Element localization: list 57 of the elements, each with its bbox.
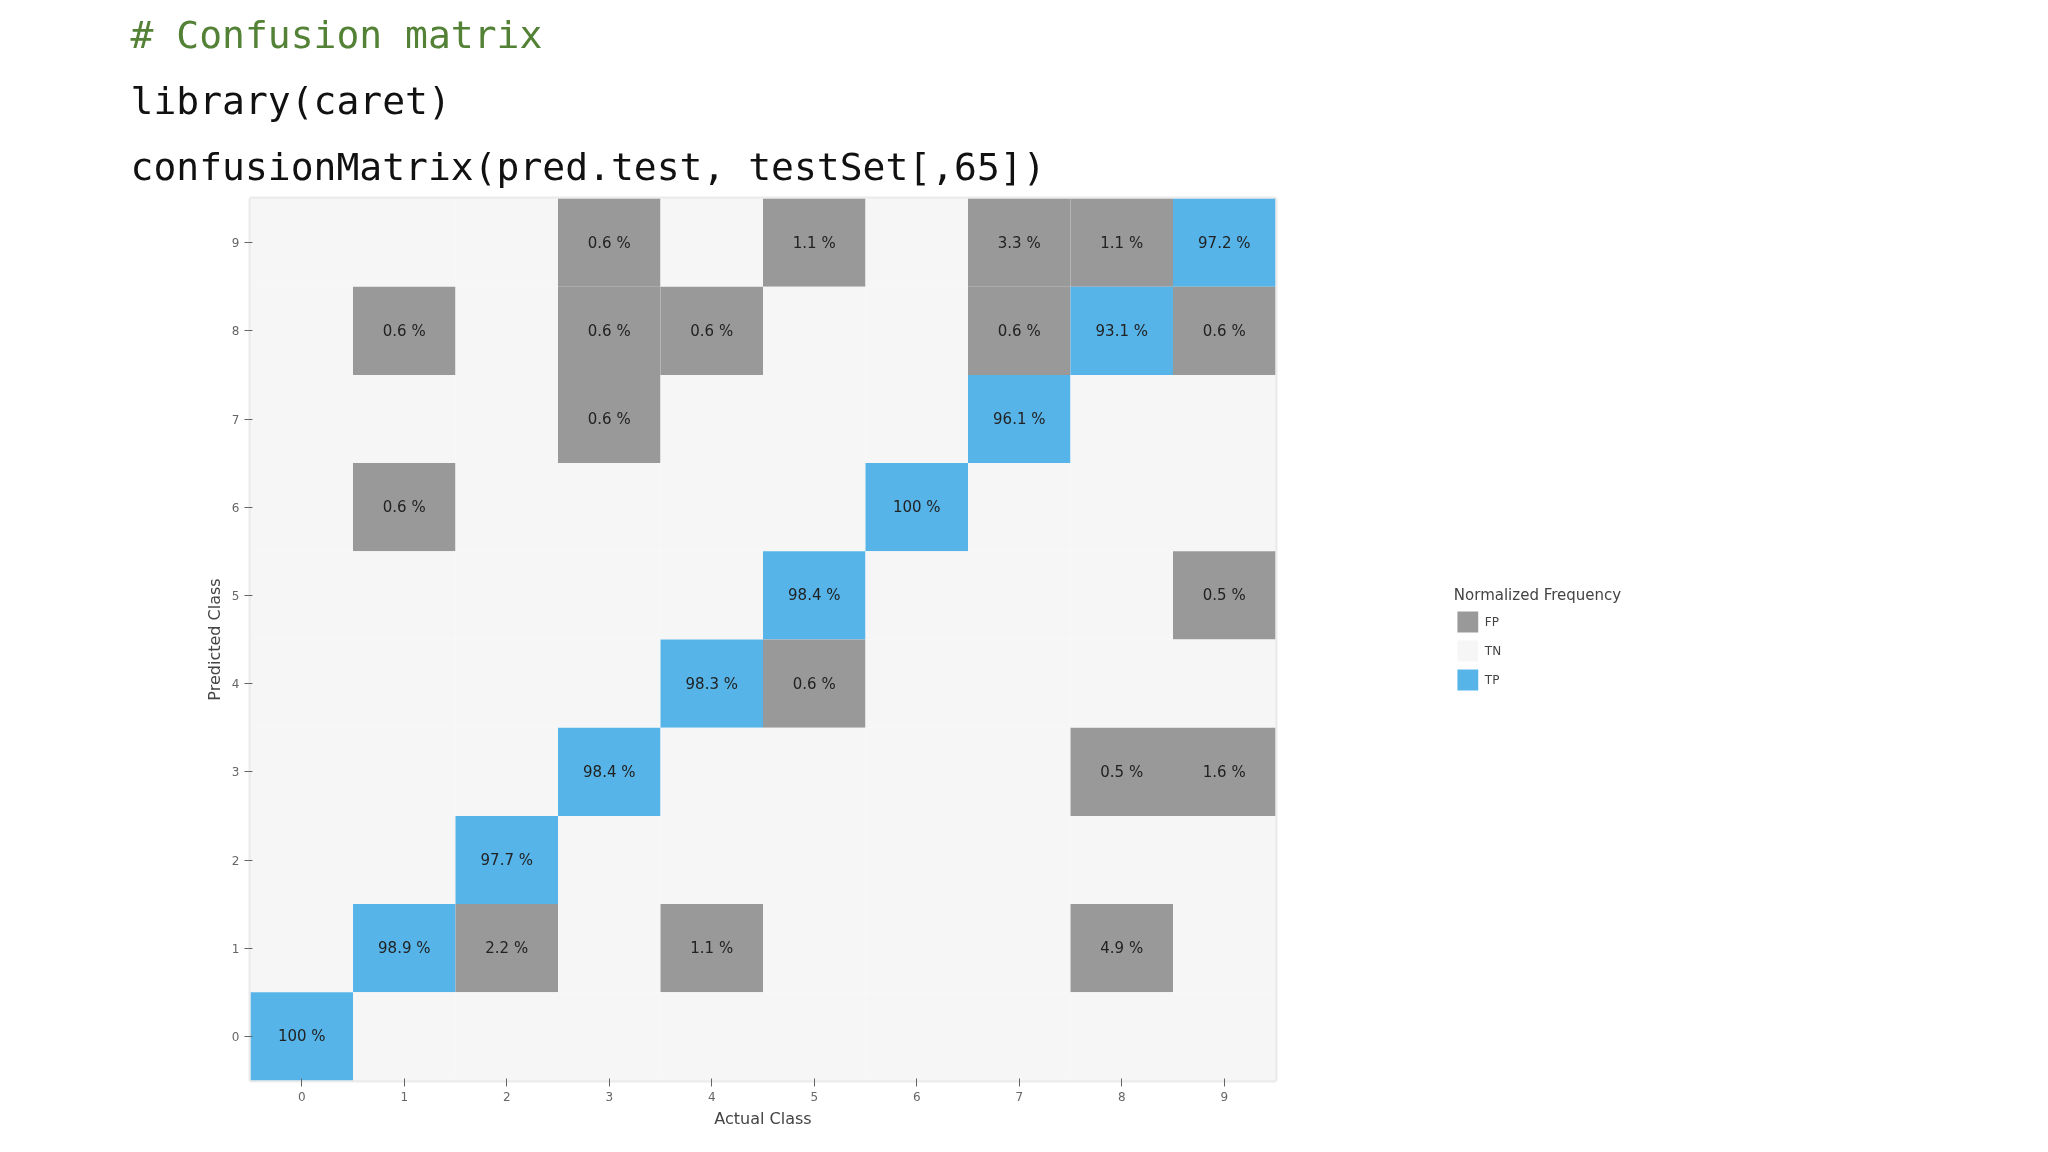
data-label: 96.1 % <box>993 410 1046 428</box>
data-label: 0.6 % <box>1202 321 1246 340</box>
data-label: 3.3 % <box>997 233 1041 252</box>
y-tick-label: 6 <box>231 500 240 515</box>
data-label: 1.1 % <box>1100 233 1144 252</box>
y-tick-label: 7 <box>231 412 240 427</box>
data-label: 0.6 % <box>587 233 631 252</box>
data-label: 100 % <box>892 498 941 517</box>
data-label: 1.1 % <box>690 939 734 958</box>
data-label: 0.6 % <box>792 674 836 693</box>
data-label: 0.6 % <box>382 321 426 340</box>
data-label: 0.5 % <box>1100 762 1144 781</box>
data-label: 0.6 % <box>587 410 631 428</box>
data-label: 1.6 % <box>1202 762 1246 781</box>
x-tick-label: 2 <box>502 1089 511 1104</box>
y-tick-label: 9 <box>231 236 240 251</box>
data-label: 98.9 % <box>378 939 431 958</box>
y-tick-label: 8 <box>231 324 240 339</box>
data-label: 0.6 % <box>382 498 426 517</box>
y-tick-label: 2 <box>231 853 240 868</box>
data-label: 4.9 % <box>1100 939 1144 958</box>
x-tick-label: 1 <box>400 1089 409 1104</box>
x-tick-label: 9 <box>1220 1089 1229 1104</box>
legend-label: TP <box>1484 672 1501 687</box>
data-label: 98.4 % <box>583 762 636 781</box>
x-tick-label: 4 <box>707 1089 716 1104</box>
x-tick-label: 8 <box>1117 1089 1126 1104</box>
data-label: 100 % <box>277 1027 326 1046</box>
x-tick-label: 6 <box>912 1089 921 1104</box>
y-tick-label: 4 <box>231 677 240 692</box>
data-label: 2.2 % <box>485 939 529 958</box>
data-label: 98.4 % <box>788 586 841 605</box>
x-tick-label: 3 <box>605 1089 614 1104</box>
data-label: 0.6 % <box>587 321 631 340</box>
y-tick-label: 3 <box>231 765 240 780</box>
text: confusionMatrix(pred.test, testSet[,65]) <box>130 144 1046 189</box>
legend-label: FP <box>1484 614 1500 629</box>
y-tick-label: 1 <box>231 941 240 956</box>
x-tick-label: 5 <box>810 1089 819 1104</box>
x-axis-title: Actual Class <box>714 1108 812 1128</box>
chart-title: # Confusion matrix <box>130 12 543 57</box>
data-label: 1.1 % <box>792 233 836 252</box>
y-axis-title: Predicted Class <box>204 578 224 701</box>
y-tick-label: 5 <box>231 588 240 603</box>
data-label: 97.2 % <box>1198 233 1251 252</box>
x-tick-label: 0 <box>297 1089 306 1104</box>
data-label: 0.5 % <box>1202 586 1246 605</box>
legend-title: Normalized Frequency <box>1453 585 1622 604</box>
x-tick-label: 7 <box>1015 1089 1024 1104</box>
y-tick-label: 0 <box>231 1029 240 1044</box>
legend-label: TN <box>1484 643 1503 658</box>
data-label: 93.1 % <box>1095 321 1148 340</box>
data-label: 0.6 % <box>997 321 1041 340</box>
data-label: 98.3 % <box>685 674 738 693</box>
text: library(caret) <box>130 78 451 123</box>
data-label: 0.6 % <box>690 321 734 340</box>
data-label: 97.7 % <box>480 851 533 869</box>
